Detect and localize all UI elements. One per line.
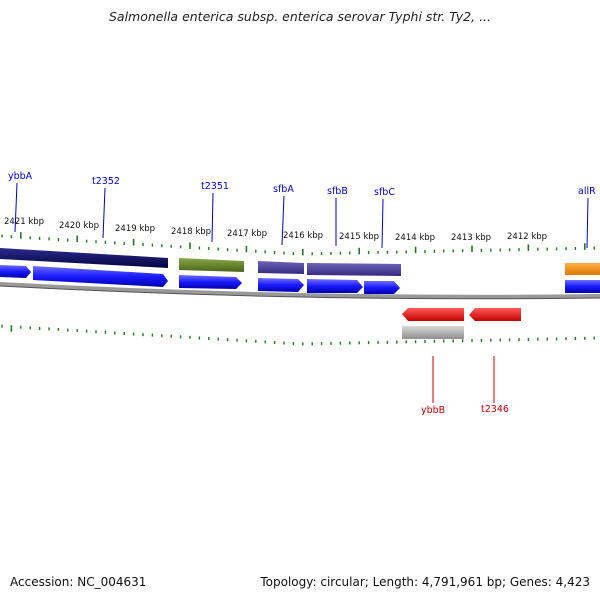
cds-arrow[interactable] (33, 266, 168, 287)
tick-label: 2419 kbp (115, 224, 155, 234)
topology-label: Topology: circular; Length: 4,791,961 bp… (260, 575, 590, 589)
gene-label-sfbB[interactable]: sfbB (327, 186, 348, 197)
reverse-cds-track (402, 308, 521, 339)
lower-tick-ruler (1, 324, 595, 346)
tick-label: 2416 kbp (283, 231, 323, 241)
cds-arrow[interactable] (258, 278, 304, 292)
cds-arrow[interactable] (307, 279, 363, 293)
cds-arrow-ybbB[interactable] (402, 308, 464, 321)
upper-tick-ruler (1, 232, 595, 256)
tick-label: 2417 kbp (227, 229, 267, 239)
feature-slate-block-sfbA[interactable] (258, 261, 304, 274)
tick-label: 2412 kbp (507, 232, 547, 242)
feature-gray-block[interactable] (402, 326, 464, 339)
gene-label-t2346[interactable]: t2346 (481, 404, 509, 415)
genome-title: Salmonella enterica subsp. enterica sero… (108, 9, 492, 24)
gene-label-t2351[interactable]: t2351 (201, 181, 229, 192)
feature-navy-block[interactable] (0, 248, 168, 268)
tick-label: 2418 kbp (171, 227, 211, 237)
cds-arrow[interactable] (0, 265, 31, 278)
feature-orange-block[interactable] (565, 263, 600, 275)
tick-label: 2415 kbp (339, 232, 379, 242)
lower-gene-leaders (432, 356, 495, 403)
tick-labels: 2421 kbp 2420 kbp 2419 kbp 2418 kbp 2417… (4, 217, 547, 243)
accession-label: Accession: NC_004631 (10, 575, 147, 589)
gene-label-sfbC[interactable]: sfbC (374, 187, 395, 198)
upper-feature-track (0, 248, 600, 276)
gene-label-ybbB[interactable]: ybbB (421, 405, 445, 416)
gene-label-t2352[interactable]: t2352 (92, 176, 120, 187)
tick-label: 2414 kbp (395, 233, 435, 243)
gene-label-allR[interactable]: allR (578, 186, 596, 197)
upper-gene-leaders (14, 182, 589, 249)
gene-label-sfbA[interactable]: sfbA (273, 184, 294, 195)
feature-slate-block-sfbB[interactable] (307, 263, 401, 276)
tick-label: 2413 kbp (451, 233, 491, 243)
cds-arrow[interactable] (179, 275, 242, 289)
forward-cds-track (0, 265, 600, 294)
genome-backbone (0, 282, 600, 299)
feature-olive-block[interactable] (179, 258, 244, 272)
cds-arrow[interactable] (565, 280, 600, 293)
cds-arrow-t2346[interactable] (469, 308, 521, 321)
tick-label: 2421 kbp (4, 217, 44, 227)
gene-label-ybbA[interactable]: ybbA (8, 171, 33, 182)
tick-label: 2420 kbp (59, 221, 99, 231)
cds-arrow[interactable] (364, 281, 400, 294)
